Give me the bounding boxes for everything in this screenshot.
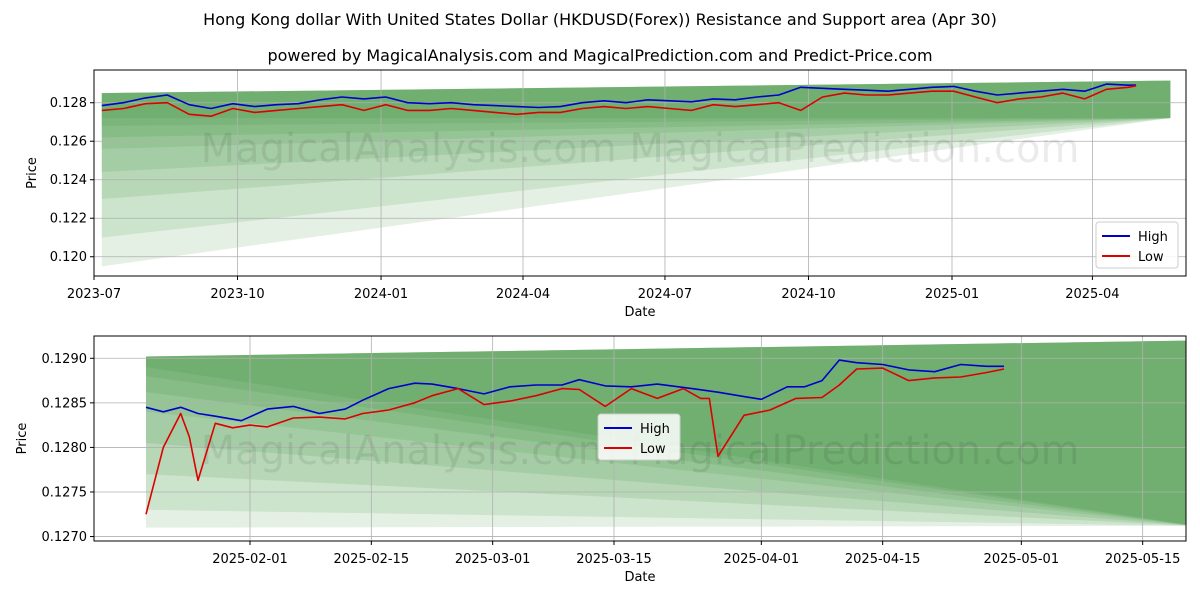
y-tick-label: 0.126 [50,135,87,150]
legend: High Low [597,413,681,461]
support-band-8 [101,80,1171,267]
x-tick-label: 2024-07 [638,287,692,302]
plot-frame [93,69,1187,277]
legend-label-low: Low [1138,250,1164,265]
y-axis-label: Price [15,423,30,455]
x-tick-label: 2025-02-15 [334,552,410,567]
legend-label-high: High [640,422,670,437]
legend-box [1095,221,1179,269]
chart-panel-1: MagicalAnalysis.com MagicalPrediction.co… [25,69,1187,320]
y-tick-label: 0.1275 [42,485,88,500]
y-tick-label: 0.1285 [42,396,88,411]
x-tick-label: 2024-04 [496,287,550,302]
y-tick-label: 0.1290 [42,352,88,367]
x-tick-label: 2025-04 [1065,287,1119,302]
support-band-7 [101,80,1171,238]
x-tick-label: 2024-01 [354,287,408,302]
x-tick-label: 2025-04-15 [845,552,921,567]
x-tick-label: 2025-01 [925,287,979,302]
support-band-3 [101,80,1171,138]
y-tick-label: 0.128 [50,96,87,111]
x-tick-label: 2023-07 [67,287,121,302]
y-tick-label: 0.1280 [42,441,88,456]
legend-box [597,413,681,461]
chart-panel-2: MagicalAnalysis.com MagicalPrediction.co… [15,335,1187,585]
legend-label-high: High [1138,230,1168,245]
y-tick-label: 0.124 [50,173,87,188]
support-band-2 [101,80,1171,126]
x-axis-label: Date [624,305,655,320]
x-tick-label: 2025-04-01 [724,552,800,567]
x-tick-label: 2025-03-01 [455,552,531,567]
support-band-6 [101,80,1171,199]
x-tick-label: 2025-05-15 [1105,552,1181,567]
x-axis-label: Date [624,570,655,585]
chart-subtitle: powered by MagicalAnalysis.com and Magic… [267,46,933,65]
x-tick-label: 2025-03-15 [576,552,652,567]
x-tick-label: 2024-10 [781,287,835,302]
y-tick-label: 0.120 [50,250,87,265]
legend-label-low: Low [640,442,666,457]
x-tick-label: 2025-02-01 [212,552,288,567]
watermark-text: MagicalAnalysis.com MagicalPrediction.co… [201,126,1080,172]
x-tick-label: 2025-05-01 [984,552,1060,567]
chart-title: Hong Kong dollar With United States Doll… [203,10,997,29]
y-tick-label: 0.122 [50,212,87,227]
series-line-high [101,83,1137,110]
legend: High Low [1095,221,1179,269]
plot-frame [93,335,1187,542]
x-tick-label: 2023-10 [210,287,264,302]
series-line-low [101,85,1137,117]
y-tick-label: 0.1270 [42,530,88,545]
y-axis-label: Price [25,157,40,189]
support-band-5 [101,80,1171,173]
plot-area: MagicalAnalysis.com MagicalPrediction.co… [94,70,1186,276]
series-line-low [145,367,1005,515]
series-line-high [145,359,1004,422]
